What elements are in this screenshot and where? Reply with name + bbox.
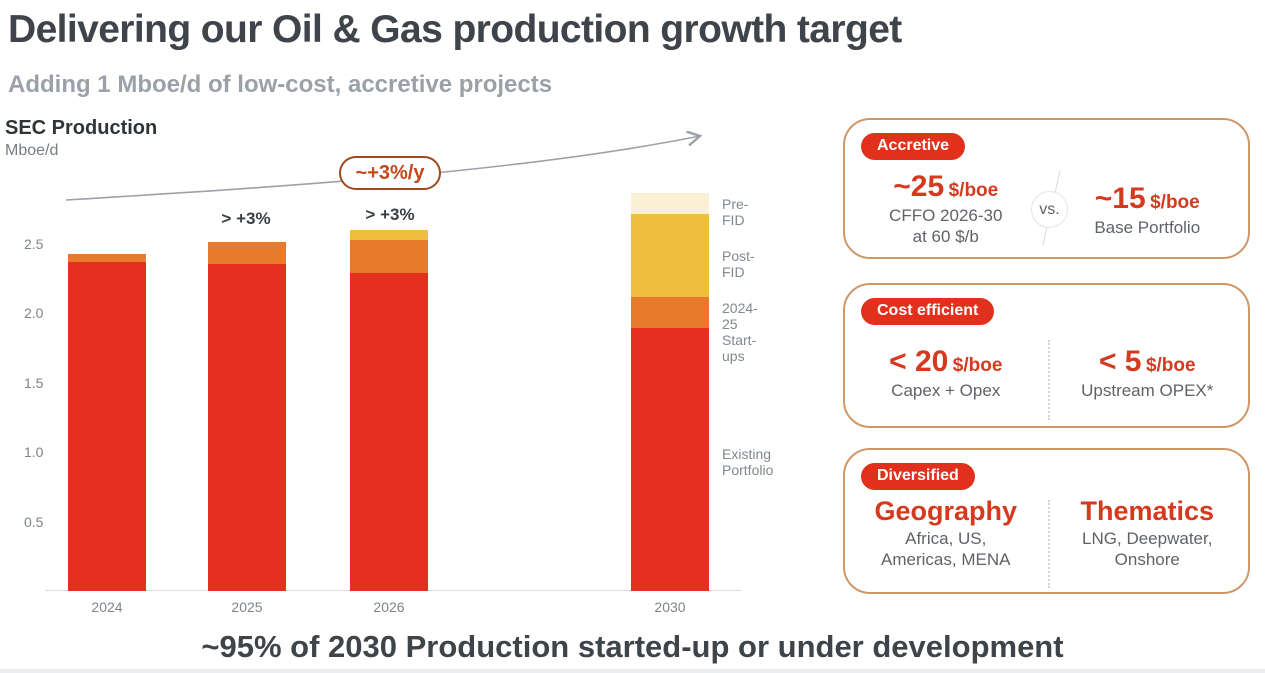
y-tick-label: 1.5 — [24, 375, 44, 391]
caption-line: CFFO 2026-30 — [889, 206, 1003, 225]
bottom-edge-strip — [0, 669, 1265, 673]
metric-number: ~25 — [893, 170, 945, 203]
metric-unit: $/boe — [948, 180, 999, 201]
x-axis-label-2025: 2025 — [231, 599, 263, 615]
bar-2026 — [350, 230, 428, 591]
dotted-divider — [1048, 340, 1050, 420]
bar-segment-post-fid — [631, 214, 709, 297]
badge-diversified: Diversified — [861, 463, 975, 490]
bar-2030 — [631, 193, 709, 591]
card-cost-efficient: Cost efficient < 20 $/boe Capex + Opex <… — [843, 283, 1250, 428]
metric-value: < 20 $/boe — [845, 345, 1047, 379]
legend-existing-portfolio: Existing Portfolio — [722, 446, 773, 478]
caption-line: Capex + Opex — [891, 381, 1001, 400]
caption-line: Africa, US, — [905, 529, 987, 548]
caption-line: Americas, MENA — [881, 549, 1011, 569]
chart-title: SEC Production — [5, 117, 158, 139]
category-caption: LNG, Deepwater, Onshore — [1047, 529, 1249, 570]
legend-2024-25-start-ups: 2024-25 Start-ups — [722, 300, 760, 364]
metric-unit: $/boe — [1145, 355, 1196, 376]
cost-left-column: < 20 $/boe Capex + Opex — [845, 345, 1047, 402]
cost-right-column: < 5 $/boe Upstream OPEX* — [1047, 345, 1249, 402]
metric-caption: Upstream OPEX* — [1047, 381, 1249, 402]
sec-production-chart: SEC Production Mboe/d 2.5 2.0 1.5 1.0 0.… — [5, 117, 773, 615]
diversified-left-column: Geography Africa, US, Americas, MENA — [845, 496, 1047, 570]
bar-segment-2024-25-start-ups — [631, 297, 709, 328]
category-caption: Africa, US, Americas, MENA — [845, 529, 1047, 570]
x-axis-label-2024: 2024 — [91, 599, 123, 615]
bar-segment-post-fid — [350, 230, 428, 240]
bar-2025 — [208, 242, 286, 591]
caption-line: LNG, Deepwater, — [1082, 529, 1213, 548]
category-heading: Geography — [874, 496, 1018, 526]
bar-2024 — [68, 254, 146, 591]
metric-caption: Base Portfolio — [1047, 218, 1249, 239]
caption-line: Onshore — [1114, 549, 1180, 569]
metric-value: < 5 $/boe — [1047, 345, 1249, 379]
card-accretive: Accretive vs. ~25 $/boe CFFO 2026-30 at … — [843, 118, 1250, 259]
accretive-left-column: ~25 $/boe CFFO 2026-30 at 60 $/b — [845, 170, 1047, 247]
bar-segment-existing-portfolio — [208, 264, 286, 591]
slide-title: Delivering our Oil & Gas production grow… — [8, 8, 902, 51]
metric-caption: CFFO 2026-30 at 60 $/b — [845, 206, 1047, 247]
category-heading: Thematics — [1080, 496, 1215, 526]
dotted-divider — [1048, 500, 1050, 588]
chart-unit-label: Mboe/d — [5, 142, 59, 159]
x-axis-label-2030: 2030 — [654, 599, 686, 615]
bar-segment-existing-portfolio — [350, 273, 428, 591]
diversified-right-column: Thematics LNG, Deepwater, Onshore — [1047, 496, 1249, 570]
legend-post-fid: Post-FID — [722, 248, 760, 280]
metric-unit: $/boe — [952, 355, 1003, 376]
legend-line: 2024-25 — [722, 300, 758, 332]
bar-segment-existing-portfolio — [631, 328, 709, 591]
legend-line: Start-ups — [722, 332, 757, 364]
bar-segment-2024-25-start-ups — [350, 240, 428, 273]
bar-segment-existing-portfolio — [68, 262, 146, 591]
metric-number: ~15 — [1094, 182, 1146, 215]
growth-annotation-2025: > +3% — [221, 209, 271, 228]
metric-number: < 5 — [1098, 345, 1142, 378]
bar-segment-2024-25-start-ups — [68, 254, 146, 262]
metric-value: ~15 $/boe — [1047, 182, 1249, 216]
legend-pre-fid: Pre-FID — [722, 196, 760, 228]
x-axis-label-2026: 2026 — [373, 599, 405, 615]
legend-line: Portfolio — [722, 462, 774, 478]
footer-statement: ~95% of 2030 Production started-up or un… — [201, 629, 1064, 664]
metric-value: ~25 $/boe — [845, 170, 1047, 204]
caption-line: Base Portfolio — [1094, 218, 1201, 237]
bar-segment-pre-fid — [631, 193, 709, 214]
accretive-right-column: ~15 $/boe Base Portfolio — [1047, 182, 1249, 247]
bar-segment-2024-25-start-ups — [208, 242, 286, 264]
caption-line: Upstream OPEX* — [1081, 381, 1214, 400]
y-tick-label: 2.5 — [24, 236, 44, 252]
badge-accretive: Accretive — [861, 133, 966, 160]
legend-line: Pre-FID — [722, 196, 749, 228]
slide-subtitle: Adding 1 Mboe/d of low-cost, accretive p… — [8, 71, 553, 98]
vs-circle: vs. — [1031, 191, 1068, 228]
legend-line: Existing — [722, 446, 772, 462]
growth-annotation-2026: > +3% — [365, 205, 415, 224]
trend-rate-bubble: ~+3%/y — [339, 156, 441, 190]
badge-cost-efficient: Cost efficient — [861, 298, 995, 325]
metric-caption: Capex + Opex — [845, 381, 1047, 402]
card-diversified: Diversified Geography Africa, US, Americ… — [843, 448, 1250, 594]
y-tick-label: 0.5 — [24, 514, 44, 530]
caption-line: at 60 $/b — [912, 226, 979, 246]
legend-line: Post-FID — [722, 248, 755, 280]
y-tick-label: 1.0 — [24, 444, 44, 460]
y-tick-label: 2.0 — [24, 305, 44, 321]
metric-unit: $/boe — [1150, 192, 1200, 213]
metric-number: < 20 — [889, 345, 949, 378]
